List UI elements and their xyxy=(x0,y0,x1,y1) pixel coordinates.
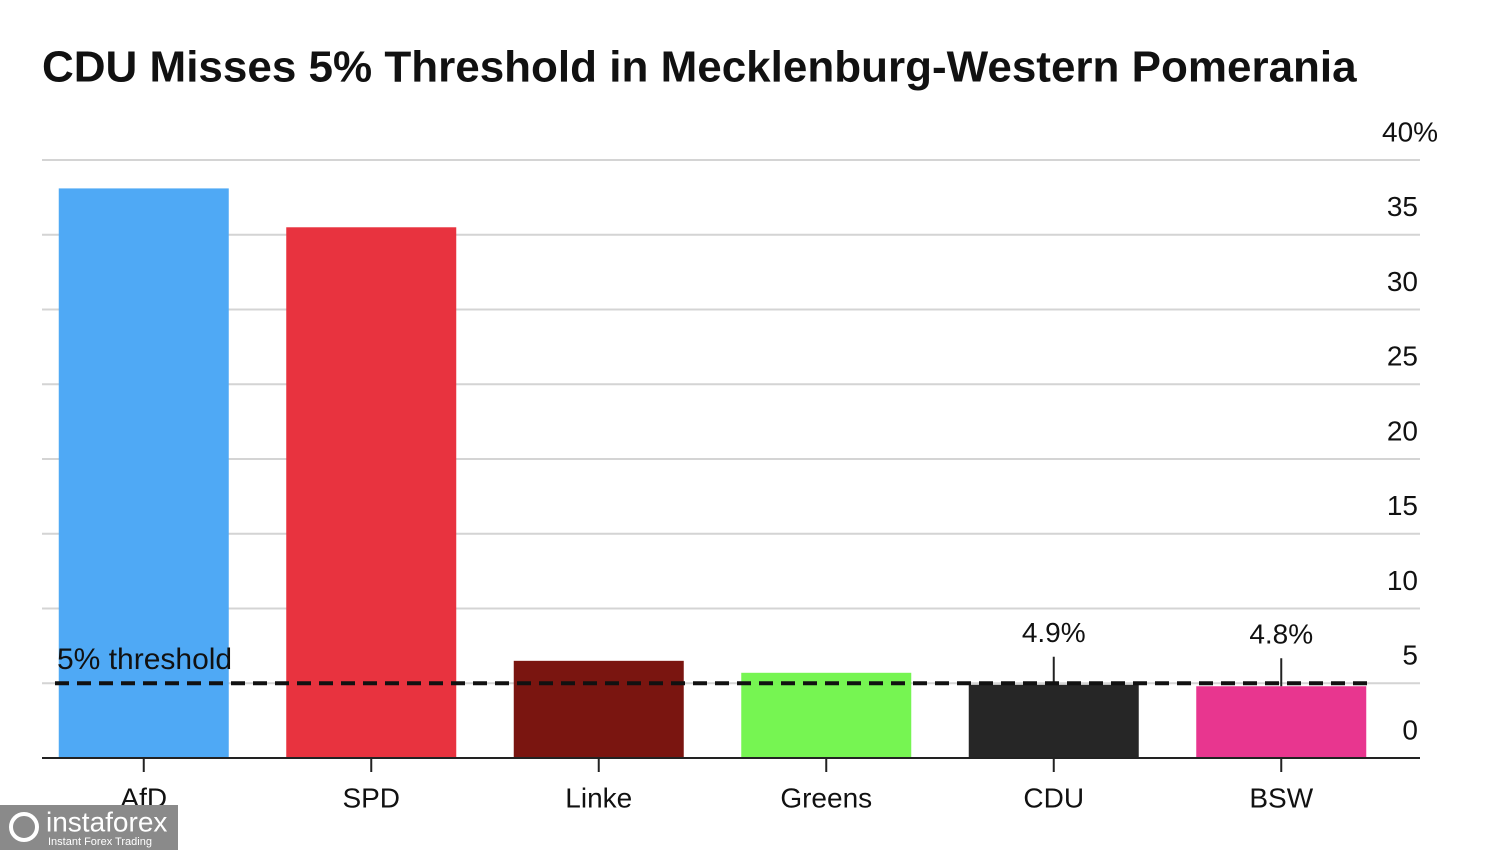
y-tick-label: 15 xyxy=(1387,490,1418,521)
y-tick-label: 20 xyxy=(1387,415,1418,446)
watermark-tagline: Instant Forex Trading xyxy=(48,836,152,848)
x-tick-label: BSW xyxy=(1249,782,1313,813)
y-tick-label: 30 xyxy=(1387,266,1418,297)
watermark-icon xyxy=(9,812,39,842)
x-tick-label: Linke xyxy=(565,782,632,813)
threshold-label: 5% threshold xyxy=(57,643,232,676)
bar xyxy=(968,684,1139,758)
y-tick-label: 5 xyxy=(1402,640,1418,671)
chart-title: CDU Misses 5% Threshold in Mecklenburg-W… xyxy=(42,43,1357,92)
y-tick-label: 0 xyxy=(1402,714,1418,745)
bar xyxy=(513,660,684,758)
y-tick-label: 35 xyxy=(1387,191,1418,222)
y-tick-label: 40% xyxy=(1382,116,1438,147)
y-tick-label: 25 xyxy=(1387,341,1418,372)
watermark: instaforex Instant Forex Trading xyxy=(0,805,178,850)
value-label: 4.8% xyxy=(1249,619,1313,650)
y-tick-label: 10 xyxy=(1387,565,1418,596)
x-tick-label: Greens xyxy=(780,782,872,813)
x-tick-label: SPD xyxy=(342,782,400,813)
watermark-brand: instaforex xyxy=(46,806,167,837)
bar xyxy=(58,188,229,758)
x-tick-label: CDU xyxy=(1023,782,1084,813)
value-label: 4.9% xyxy=(1022,617,1086,648)
bar xyxy=(741,672,912,758)
bar xyxy=(1196,686,1367,758)
watermark-bg xyxy=(0,805,178,850)
bar xyxy=(286,227,457,758)
